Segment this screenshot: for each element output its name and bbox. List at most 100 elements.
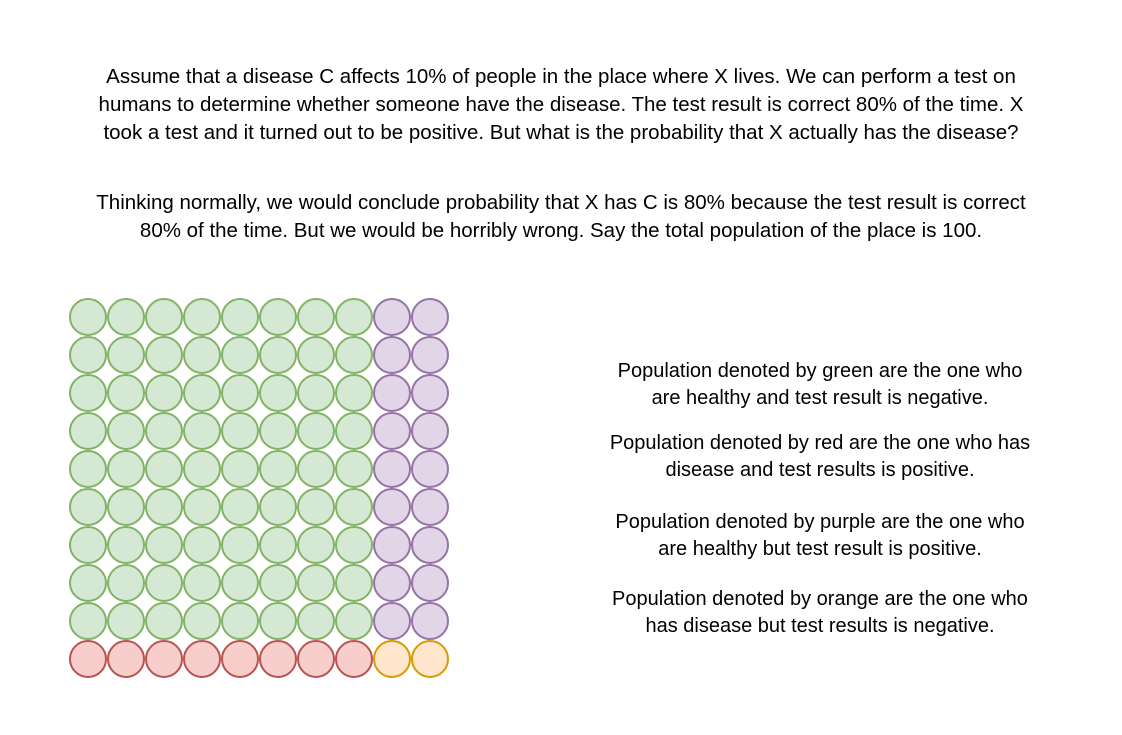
person-circle-purple	[373, 602, 411, 640]
person-circle-green	[259, 450, 297, 488]
person-circle-green	[107, 526, 145, 564]
person-circle-green	[259, 298, 297, 336]
person-circle-green	[145, 374, 183, 412]
person-circle-green	[183, 488, 221, 526]
person-circle-purple	[373, 564, 411, 602]
person-circle-purple	[373, 374, 411, 412]
person-circle-green	[183, 526, 221, 564]
person-circle-red	[107, 640, 145, 678]
person-circle-green	[183, 298, 221, 336]
person-circle-green	[107, 298, 145, 336]
intro-line-3: took a test and it turned out to be posi…	[103, 121, 1019, 144]
person-circle-purple	[411, 488, 449, 526]
legend-red-line-2: disease and test results is positive.	[665, 459, 975, 481]
person-circle-green	[335, 488, 373, 526]
person-circle-green	[69, 488, 107, 526]
person-circle-green	[183, 564, 221, 602]
person-circle-green	[107, 488, 145, 526]
person-circle-green	[297, 336, 335, 374]
person-circle-red	[145, 640, 183, 678]
person-circle-green	[69, 450, 107, 488]
reasoning-line-1: Thinking normally, we would conclude pro…	[96, 191, 1026, 214]
person-circle-red	[297, 640, 335, 678]
person-circle-red	[183, 640, 221, 678]
legend-green: Population denoted by green are the one …	[560, 358, 1080, 412]
person-circle-green	[297, 412, 335, 450]
person-circle-green	[259, 564, 297, 602]
person-circle-green	[259, 412, 297, 450]
person-circle-green	[221, 564, 259, 602]
person-circle-green	[335, 412, 373, 450]
person-circle-green	[221, 336, 259, 374]
legend-red: Population denoted by red are the one wh…	[560, 430, 1080, 484]
person-circle-green	[69, 564, 107, 602]
legend-red-line-1: Population denoted by red are the one wh…	[609, 432, 1031, 454]
person-circle-purple	[411, 602, 449, 640]
person-circle-green	[221, 526, 259, 564]
person-circle-green	[297, 298, 335, 336]
population-grid	[69, 298, 449, 678]
person-circle-green	[221, 488, 259, 526]
reasoning-paragraph: Thinking normally, we would conclude pro…	[40, 189, 1082, 245]
person-circle-green	[335, 336, 373, 374]
person-circle-green	[145, 602, 183, 640]
person-circle-purple	[411, 412, 449, 450]
person-circle-orange	[411, 640, 449, 678]
intro-line-1: Assume that a disease C affects 10% of p…	[106, 65, 1016, 88]
legend-green-line-2: are healthy and test result is negative.	[651, 387, 989, 409]
person-circle-green	[107, 412, 145, 450]
intro-line-2: humans to determine whether someone have…	[98, 93, 1024, 116]
person-circle-green	[69, 602, 107, 640]
person-circle-purple	[411, 564, 449, 602]
person-circle-green	[335, 374, 373, 412]
person-circle-green	[107, 564, 145, 602]
person-circle-purple	[373, 298, 411, 336]
person-circle-green	[221, 412, 259, 450]
person-circle-green	[69, 336, 107, 374]
person-circle-purple	[373, 450, 411, 488]
person-circle-green	[335, 602, 373, 640]
legend-purple-line-2: are healthy but test result is positive.	[658, 538, 982, 560]
person-circle-green	[335, 450, 373, 488]
person-circle-green	[259, 602, 297, 640]
person-circle-purple	[411, 336, 449, 374]
person-circle-green	[259, 374, 297, 412]
person-circle-green	[297, 564, 335, 602]
person-circle-purple	[373, 336, 411, 374]
person-circle-purple	[411, 298, 449, 336]
person-circle-green	[145, 488, 183, 526]
person-circle-green	[259, 336, 297, 374]
person-circle-green	[183, 412, 221, 450]
person-circle-green	[145, 526, 183, 564]
person-circle-green	[297, 526, 335, 564]
legend-orange-line-1: Population denoted by orange are the one…	[612, 588, 1028, 610]
person-circle-purple	[373, 526, 411, 564]
person-circle-green	[297, 488, 335, 526]
reasoning-line-2: 80% of the time. But we would be horribl…	[139, 219, 983, 242]
legend-orange-line-2: has disease but test results is negative…	[645, 615, 995, 637]
person-circle-red	[69, 640, 107, 678]
person-circle-green	[145, 412, 183, 450]
person-circle-green	[259, 488, 297, 526]
legend-purple: Population denoted by purple are the one…	[560, 509, 1080, 563]
person-circle-purple	[373, 488, 411, 526]
person-circle-green	[145, 336, 183, 374]
legend-orange: Population denoted by orange are the one…	[560, 586, 1080, 640]
person-circle-red	[335, 640, 373, 678]
person-circle-purple	[411, 450, 449, 488]
person-circle-green	[221, 450, 259, 488]
person-circle-orange	[373, 640, 411, 678]
person-circle-purple	[373, 412, 411, 450]
person-circle-red	[259, 640, 297, 678]
intro-paragraph: Assume that a disease C affects 10% of p…	[40, 63, 1082, 147]
person-circle-purple	[411, 374, 449, 412]
person-circle-green	[183, 602, 221, 640]
person-circle-green	[107, 374, 145, 412]
person-circle-green	[107, 336, 145, 374]
person-circle-green	[259, 526, 297, 564]
person-circle-green	[69, 298, 107, 336]
person-circle-green	[183, 336, 221, 374]
person-circle-green	[297, 602, 335, 640]
legend-green-line-1: Population denoted by green are the one …	[617, 360, 1023, 382]
person-circle-green	[221, 374, 259, 412]
